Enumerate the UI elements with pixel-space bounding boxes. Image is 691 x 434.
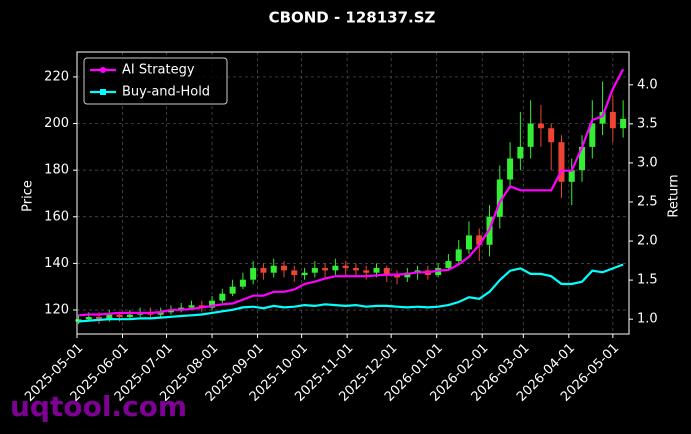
candle-body — [548, 128, 555, 143]
candle-body — [167, 309, 174, 313]
candle-body — [455, 249, 462, 262]
candle-body — [332, 265, 339, 271]
candle-body — [188, 305, 195, 308]
candle-body — [527, 123, 534, 147]
candle-body — [568, 170, 575, 182]
legend-marker — [100, 67, 106, 73]
plot-frame — [76, 51, 630, 335]
y-tick-label: 220 — [44, 69, 69, 84]
legend-box — [83, 57, 228, 105]
y2-tick-label: 2.5 — [637, 194, 658, 209]
candle-body — [229, 286, 236, 294]
candle-body — [116, 314, 123, 317]
y2-tick-label: 2.0 — [637, 234, 658, 249]
candle-body — [106, 314, 113, 320]
candle-body — [517, 146, 524, 159]
y-tick-label: 160 — [44, 209, 69, 224]
candle-body — [383, 268, 390, 276]
legend-label: Buy-and-Hold — [122, 85, 210, 100]
candle-body — [157, 312, 164, 315]
candle-body — [219, 293, 226, 301]
y2-axis-label: Return — [667, 174, 682, 217]
return-line — [78, 68, 625, 317]
y-axis-label: Price — [21, 180, 36, 212]
legend-marker — [100, 89, 106, 95]
candle-body — [507, 158, 514, 180]
y2-tick-label: 3.5 — [637, 116, 658, 131]
y2-tick-label: 1.5 — [637, 273, 658, 288]
candle-body — [96, 316, 103, 320]
y-tick-label: 140 — [44, 256, 69, 271]
candle-body — [363, 270, 370, 273]
y2-tick-label: 3.0 — [637, 155, 658, 170]
candle-body — [322, 268, 329, 271]
candle-body — [620, 118, 627, 129]
candle-body — [126, 314, 133, 317]
candle-body — [558, 142, 565, 182]
y-tick-label: 180 — [44, 163, 69, 178]
candle-body — [342, 265, 349, 269]
candle-body — [85, 316, 92, 320]
candle-body — [352, 268, 359, 271]
candle-body — [250, 268, 257, 280]
candle-body — [209, 300, 216, 308]
candle-body — [476, 235, 483, 245]
candle-body — [465, 235, 472, 250]
candle-body — [260, 268, 267, 273]
candle-body — [609, 111, 616, 129]
candle-body — [589, 123, 596, 147]
candle-body — [239, 279, 246, 287]
candle-body — [496, 179, 503, 217]
y-tick-label: 200 — [44, 116, 69, 131]
candle-body — [579, 146, 586, 171]
candle-body — [537, 123, 544, 129]
candle-body — [373, 268, 380, 273]
chart-title: CBOND - 128137.SZ — [269, 9, 436, 27]
y2-tick-label: 4.0 — [637, 77, 658, 92]
candle-body — [311, 268, 318, 273]
candle-body — [291, 270, 298, 276]
candle-body — [445, 261, 452, 269]
candle-body — [281, 265, 287, 271]
candle-body — [599, 111, 606, 124]
candle-body — [404, 272, 411, 278]
legend-label: AI Strategy — [122, 63, 195, 78]
watermark: uqtool.com — [10, 390, 187, 423]
candle-body — [394, 275, 401, 278]
return-line — [78, 263, 624, 323]
y-tick-label: 120 — [44, 302, 69, 317]
y2-tick-label: 1.0 — [637, 312, 658, 327]
candle-body — [270, 265, 277, 273]
candle-body — [301, 272, 308, 276]
